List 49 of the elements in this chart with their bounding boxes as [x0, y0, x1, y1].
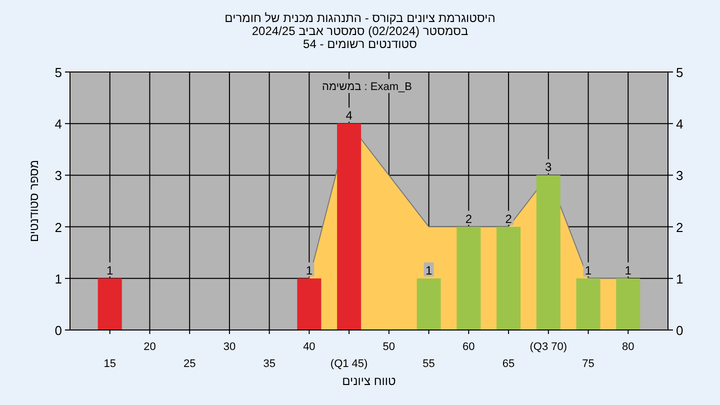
chart-title: היסטוגרמת ציונים בקורס - התנהגות מכנית של חומרים — [224, 11, 496, 25]
x-tick-label: 65 — [502, 358, 515, 370]
annotation: במשימה : Exam_B — [322, 81, 412, 93]
x-axis-title: טווח ציונים — [342, 374, 396, 388]
x-tick-label: 35 — [263, 358, 276, 370]
data-label: 1 — [106, 263, 114, 278]
bar — [297, 278, 322, 330]
data-label: 2 — [465, 212, 472, 226]
y-tick-label: 3 — [54, 168, 62, 184]
x-tick-label: 60 — [462, 341, 475, 353]
x-tick-label: (Q1 45) — [330, 358, 368, 370]
y-tick-label: 4 — [54, 116, 62, 132]
x-tick-label: 55 — [422, 358, 435, 370]
y2-tick-label: 1 — [676, 271, 684, 286]
data-label: 1 — [584, 263, 592, 278]
data-label: 1 — [425, 263, 432, 278]
x-tick-label: 40 — [303, 341, 316, 353]
y-tick-label: 0 — [54, 323, 62, 338]
x-tick-label: 50 — [382, 341, 396, 353]
bar — [536, 175, 560, 330]
data-label: 1 — [306, 263, 313, 278]
bar — [98, 278, 122, 330]
x-tick-label: 25 — [183, 358, 196, 370]
x-tick-label: (Q3 70) — [530, 341, 568, 353]
bar — [496, 226, 521, 330]
data-label: 2 — [505, 212, 512, 226]
y-tick-label: 5 — [54, 65, 62, 80]
x-tick-label: 80 — [622, 341, 634, 353]
y-tick-label: 1 — [54, 271, 62, 286]
x-tick-label: 75 — [582, 358, 594, 370]
y2-tick-label: 5 — [676, 65, 684, 80]
data-label: 3 — [545, 160, 552, 174]
y-axis-title: מספר סטודנטים — [27, 160, 41, 242]
y2-tick-label: 0 — [676, 323, 684, 338]
y-tick-label: 2 — [54, 220, 62, 235]
x-tick-label: 30 — [223, 341, 236, 353]
bar — [337, 124, 362, 330]
bar — [616, 278, 640, 330]
y2-tick-label: 4 — [676, 116, 684, 132]
bar — [416, 278, 441, 330]
bar — [576, 278, 600, 330]
data-label: 4 — [346, 108, 353, 123]
y2-tick-label: 3 — [676, 168, 684, 184]
bar — [456, 226, 481, 330]
y2-tick-label: 2 — [676, 220, 684, 235]
chart-subtitle: בסמסטר (02/2024) סמסטר אביב 2024/25 סטודנטים רשומים - 54 — [252, 24, 468, 51]
data-label: 1 — [624, 263, 632, 278]
x-tick-label: 15 — [104, 358, 116, 370]
x-tick-label: 20 — [144, 341, 156, 353]
